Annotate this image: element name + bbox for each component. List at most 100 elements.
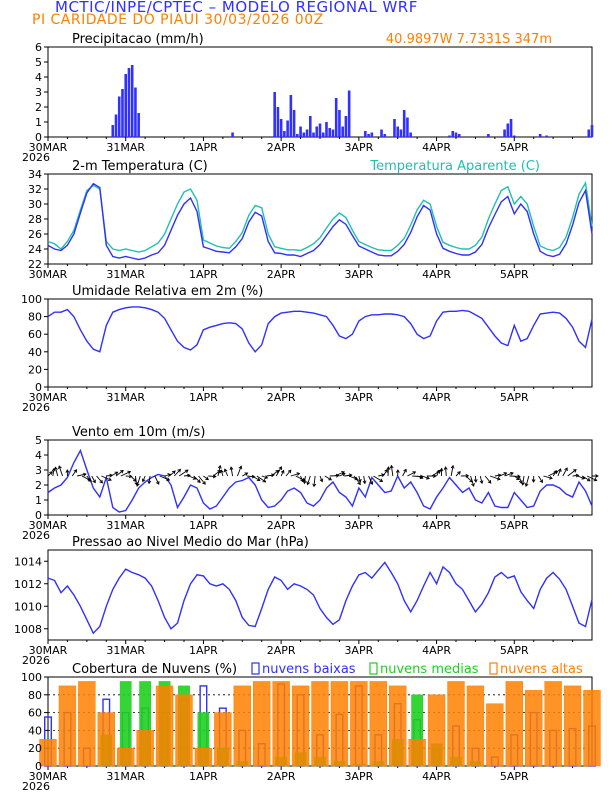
wind-arrowhead [141,478,146,483]
wind-arrow [494,474,501,477]
cloud-bar-nuvens-altas [39,739,57,767]
wind-arrowhead [593,477,598,482]
wind-arrowhead [419,475,424,480]
wind-arrow [106,474,113,477]
precip-bar [137,113,140,137]
wind-arrowhead [496,476,501,481]
y-tick-label: 60 [28,328,42,341]
x-tick-label: 3APR [344,770,373,783]
wind-arrowhead [287,469,292,474]
y-tick-label: 100 [21,671,42,684]
cloud-bar-nuvens-altas [583,690,601,767]
precip-bar [308,116,312,137]
wind-arrowhead [328,476,333,481]
wind-arrow [115,470,124,477]
wind-arrow [504,472,514,477]
precip-bar [299,126,302,137]
wind-arrow [582,475,591,482]
wind-arrow [313,475,316,487]
y-tick-label: 40 [28,346,42,359]
wind-arrow [402,469,407,477]
precip-bar [451,131,455,137]
wind-arrow [518,475,522,484]
x-tick-label: 30MAR [29,268,68,281]
wind-arrowhead [524,483,529,487]
precip-bar [396,126,400,137]
wind-arrow [470,475,475,487]
wind-arrowhead [549,475,553,480]
wind-arrowhead [65,469,70,473]
precip-bar [231,132,234,137]
wind-arrowhead [412,471,417,475]
panel-6 [39,662,601,770]
wind-arrow [77,473,87,477]
wind-arrow [358,475,361,482]
precip-bar [273,92,276,137]
wind-arrow [208,475,216,478]
wind-arrowhead [531,479,536,483]
y-tick-label: 5 [35,56,42,69]
precip-bar [302,132,306,137]
x-tick-label: 31MAR [106,141,145,154]
wind-arrow [193,475,201,483]
y-tick-label: 1010 [14,600,42,613]
wind-arrow [256,475,266,483]
wind-arrowhead [357,478,362,483]
wind-arrowhead [503,472,508,476]
wind-arrow [562,467,568,477]
wind-arrow [407,471,416,477]
wind-arrowhead [99,479,103,484]
cloud-bar-nuvens-altas [486,703,504,767]
wind-arrowhead [487,479,492,484]
wind-arrow [319,475,323,482]
panel-title: 2-m Temperatura (C) [72,159,208,174]
precip-bar [130,65,134,137]
wind-arrowhead [341,472,346,477]
wind-arrow [577,475,585,479]
y-tick-label: 80 [28,311,42,324]
x-tick-label: 5APR [500,141,529,154]
x-tick-label: 5APR [500,391,529,404]
wind-arrow [178,469,189,477]
precip-bar [344,116,348,137]
wind-arrowhead [521,481,525,486]
wind-arrowhead [202,481,206,485]
cloud-bar-nuvens-altas [97,712,115,767]
x-tick-label: 2APR [267,391,296,404]
y-tick-label: 2 [35,479,42,492]
precip-bar [321,132,325,137]
x-tick-label: 30MAR [29,770,68,783]
cloud-bar-nuvens-altas [253,681,271,767]
wind-arrowhead [497,473,502,478]
wind-arrow [91,475,96,483]
precip-bar [289,95,293,137]
y-tick-label: 28 [28,213,42,226]
x-tick-label: 2APR [267,519,296,532]
precip-bar [512,135,516,137]
x-tick-label: 31MAR [106,644,145,657]
y-tick-label: 60 [28,707,42,720]
wind-arrow [183,474,191,477]
precip-bar [334,98,338,137]
panel-frame [47,549,593,641]
wind-arrow [164,473,171,477]
series-line [47,182,593,261]
wind-arrow [271,470,279,477]
wind-arrow [303,475,306,484]
x-tick-label: 2APR [267,141,296,154]
wind-arrow [382,469,388,477]
wind-arrow [203,475,209,480]
precip-bar [283,131,286,137]
wind-arrow [416,475,423,479]
wind-arrowhead [217,470,222,474]
wind-arrowhead [135,482,140,487]
wind-arrow [136,475,141,487]
panel-title: Pressao ao Nivel Medio do Mar (hPa) [72,535,309,550]
wind-arrowhead [167,473,172,477]
wind-arrow [224,468,229,477]
wind-arrowhead [205,476,209,481]
wind-arrow [52,468,55,477]
panel-title: Cobertura de Nuvens (%) [72,662,237,677]
wind-arrowhead [73,469,77,473]
